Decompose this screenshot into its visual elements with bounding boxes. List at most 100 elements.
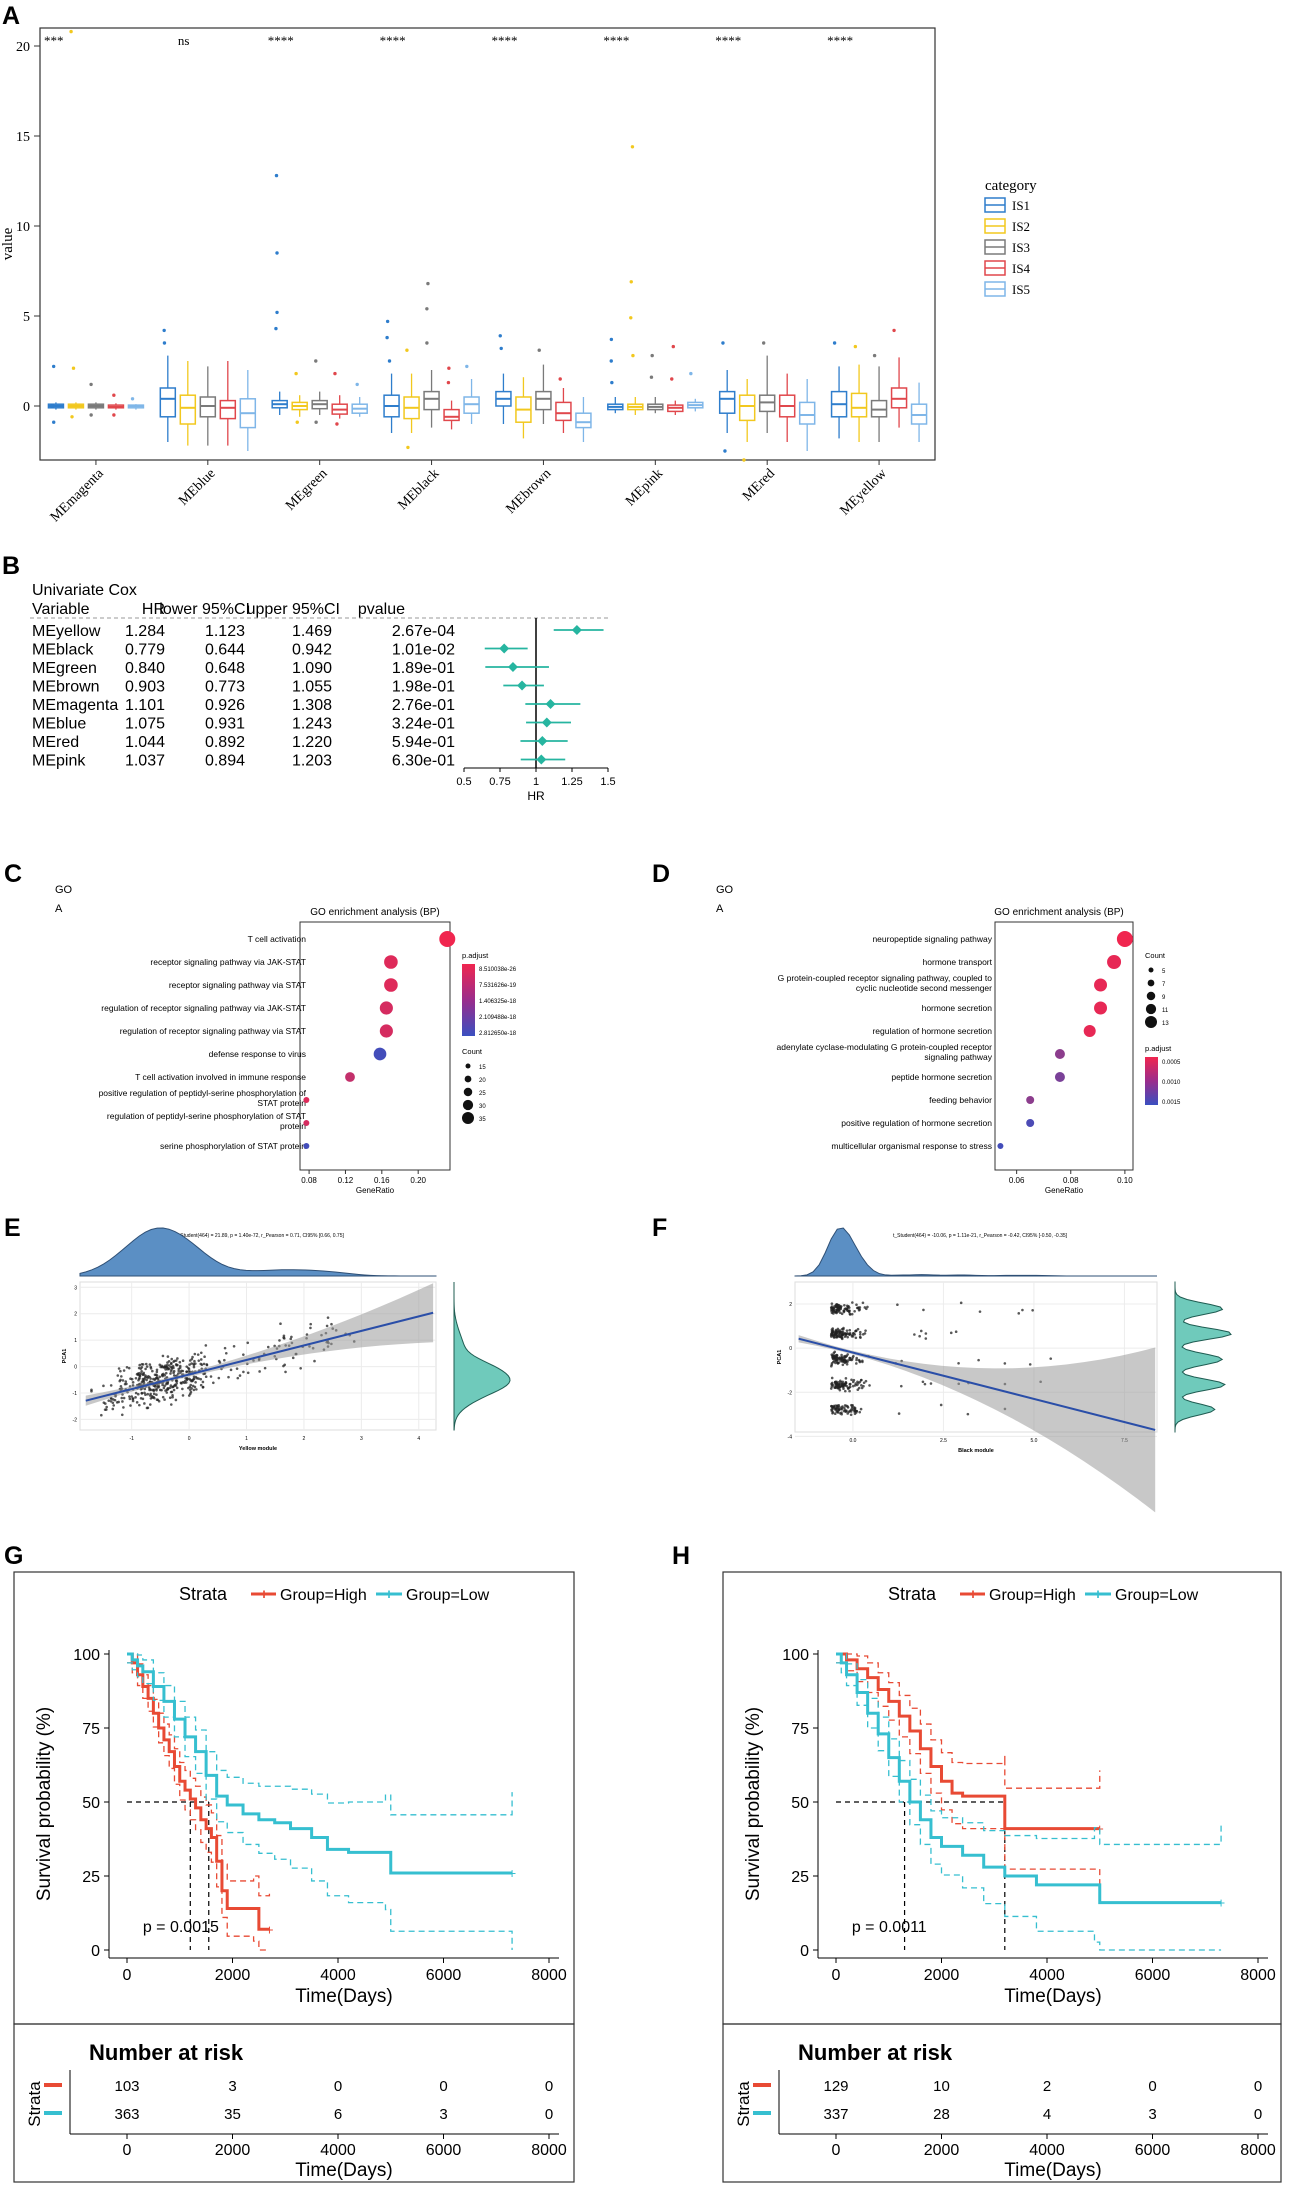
scatter-y-tick-label: 1 <box>74 1338 77 1344</box>
go-legend-count-value: 11 <box>1162 1008 1169 1014</box>
box-outlier <box>112 393 116 397</box>
scatter-point <box>167 1359 171 1363</box>
km-x-tick-label: 6000 <box>1135 1967 1171 1984</box>
scatter-point <box>194 1380 197 1384</box>
box-outlier <box>52 420 56 424</box>
km-x-tick-label: 0 <box>123 1967 132 1984</box>
scatter-point <box>309 1326 312 1330</box>
forest-cell: MEpink <box>32 753 86 770</box>
box-outlier <box>295 420 299 424</box>
scatter-point <box>187 1370 191 1373</box>
km-x-tick-label: 4000 <box>320 1967 356 1984</box>
scatter-point <box>158 1375 162 1379</box>
scatter-point <box>290 1335 293 1339</box>
scatter-point <box>858 1335 862 1339</box>
scatter-point <box>131 1381 135 1384</box>
go-dot <box>1054 1049 1065 1059</box>
scatter-point <box>200 1363 204 1367</box>
scatter-point <box>181 1387 184 1391</box>
scatter-point <box>851 1403 854 1407</box>
scatter-point <box>122 1369 126 1372</box>
risk-count: 3 <box>1148 2106 1156 2123</box>
box-outlier <box>275 310 279 315</box>
go-dot <box>1026 1096 1035 1104</box>
go-x-label: GeneRatio <box>1045 1186 1084 1195</box>
risk-count: 2 <box>1043 2078 1051 2095</box>
scatter-point <box>163 1398 166 1401</box>
scatter-point <box>866 1305 869 1309</box>
go-legend-count-value: 30 <box>479 1104 486 1110</box>
scatter-point <box>853 1333 857 1336</box>
scatter-point <box>169 1369 173 1373</box>
scatter-point <box>839 1407 843 1411</box>
boxplot-frame <box>39 27 936 461</box>
go-term-label: adenylate cyclase-modulating G protein-c… <box>777 1042 993 1052</box>
scatter-point <box>180 1369 183 1373</box>
scatter-point <box>966 1412 970 1416</box>
scatter-point <box>165 1382 168 1386</box>
scatter-point <box>193 1385 197 1389</box>
boxplot-y-label: value <box>0 227 16 260</box>
scatter-point <box>840 1327 844 1331</box>
scatter-point <box>862 1381 866 1385</box>
scatter-point <box>833 1335 836 1339</box>
box-outlier <box>853 344 858 349</box>
scatter-point <box>177 1372 180 1375</box>
scatter-point <box>832 1384 835 1387</box>
scatter-point <box>181 1359 185 1363</box>
scatter-point <box>854 1384 857 1387</box>
scatter-point <box>223 1358 226 1362</box>
scatter-point <box>181 1394 185 1397</box>
boxplot-x-tick-label: MEbrown <box>504 466 555 517</box>
forest-x-tick-label: 1.5 <box>600 776 615 788</box>
scatter-point <box>138 1403 141 1407</box>
scatter-point <box>148 1403 152 1406</box>
box-outlier <box>723 449 727 453</box>
box-outlier <box>406 445 410 450</box>
go-legend-count-dot <box>462 1112 474 1124</box>
box-iqr <box>555 401 572 422</box>
scatter-point <box>196 1353 200 1356</box>
forest-cell: 0.892 <box>205 734 245 751</box>
scatter-point <box>120 1413 124 1417</box>
km-legend-title: Strata <box>888 1584 937 1604</box>
forest-cell: 1.203 <box>292 753 332 770</box>
scatter-point <box>161 1383 164 1387</box>
scatter-point <box>90 1388 93 1392</box>
km-pvalue: p = 0.0015 <box>143 1919 219 1936</box>
scatter-point <box>199 1358 203 1361</box>
scatter-point <box>831 1381 834 1385</box>
scatter-point <box>854 1329 857 1333</box>
risk-table-title: Number at risk <box>798 2040 953 2065</box>
scatter-point <box>849 1382 852 1386</box>
scatter-point <box>204 1344 208 1347</box>
box-outlier <box>609 359 613 363</box>
scatter-point <box>835 1335 839 1339</box>
go-term-label: receptor signaling pathway via JAK-STAT <box>150 957 306 967</box>
panel-a-boxplot: value category 0 5 10 15 20 MEmagenta MEblue ME… <box>0 27 1037 525</box>
go-legend-padj-value: 7.531626e-19 <box>479 983 517 989</box>
scatter-point <box>119 1369 122 1373</box>
scatter-point <box>131 1397 135 1400</box>
scatter-point <box>149 1397 153 1400</box>
go-d-frame <box>994 921 1134 1171</box>
scatter-point <box>192 1375 196 1379</box>
scatter-point <box>155 1387 158 1391</box>
risk-x-tick-label: 2000 <box>924 2142 960 2159</box>
go-x-tick-label: 0.16 <box>374 1176 390 1185</box>
box-outlier <box>609 337 614 342</box>
risk-x-tick-label: 6000 <box>1135 2142 1171 2159</box>
forest-cell: 5.94e-01 <box>392 734 455 751</box>
scatter-point <box>842 1309 846 1313</box>
scatter-point <box>142 1381 146 1384</box>
forest-cell: 2.76e-01 <box>392 697 455 714</box>
significance-label: *** <box>44 33 64 48</box>
box-outlier <box>385 335 389 340</box>
scatter-point <box>121 1379 125 1382</box>
scatter-point <box>199 1383 203 1387</box>
risk-count: 0 <box>545 2078 553 2095</box>
scatter-point <box>188 1359 192 1362</box>
go-legend-count-dot <box>1145 1003 1157 1015</box>
scatter-point <box>167 1364 171 1367</box>
scatter-point <box>857 1358 861 1362</box>
